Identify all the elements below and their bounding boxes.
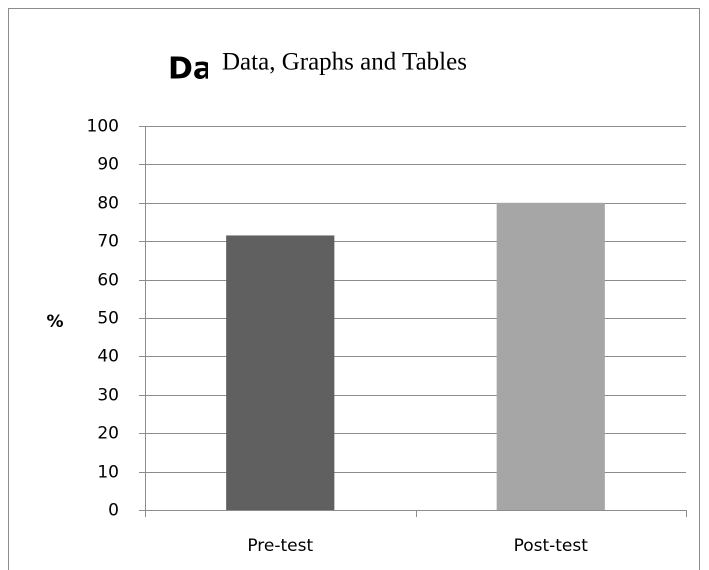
y-tick-label: 40 xyxy=(97,347,119,367)
bar xyxy=(496,202,605,511)
y-tick-label: 70 xyxy=(97,232,119,252)
y-tick-label: 20 xyxy=(97,424,119,444)
y-tick-label: 80 xyxy=(97,194,119,214)
y-tick-label: 100 xyxy=(87,117,119,137)
y-axis-label: % xyxy=(46,312,63,332)
y-tick-label: 90 xyxy=(97,155,119,175)
y-tick-label: 0 xyxy=(108,501,119,521)
y-tick-label: 50 xyxy=(97,309,119,329)
y-tick-label: 30 xyxy=(97,386,119,406)
chart-title-underlay: Data, Graphs and Tables xyxy=(168,52,581,87)
bar xyxy=(226,235,335,510)
x-tick-label: Pre-test xyxy=(247,536,313,556)
y-tick-label: 10 xyxy=(97,463,119,483)
x-tick-label: Post-test xyxy=(514,536,589,556)
chart-title: Data, Graphs and Tables xyxy=(222,49,467,76)
y-tick-label: 60 xyxy=(97,271,119,291)
